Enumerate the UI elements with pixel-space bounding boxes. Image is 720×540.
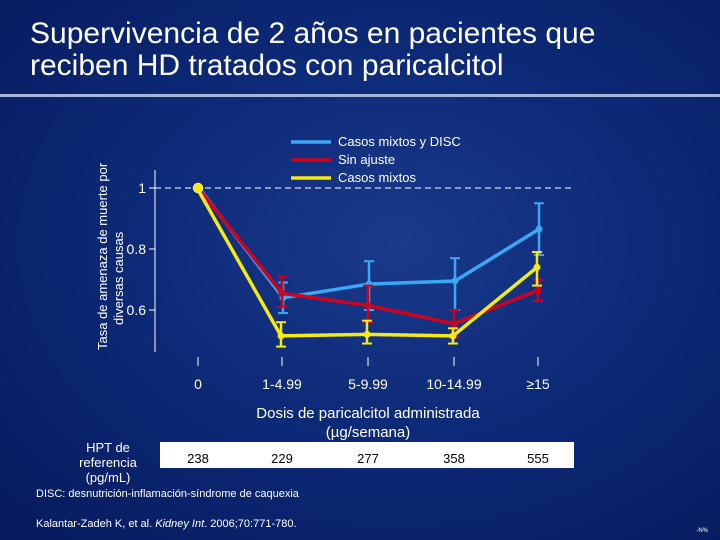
y-tick-label-2: 0.6 [127, 302, 147, 318]
hpt-values-box [160, 442, 574, 468]
x-axis-ticks: 0 1-4.99 5-9.99 10-14.99 ≥15 [194, 357, 550, 392]
y-axis-title-line-2: diversas causas [111, 231, 126, 325]
citation-details: . 2006;70:771-780. [204, 518, 297, 530]
hpt-reference-label: HPT de referencia (pg/mL) [79, 440, 137, 485]
legend-label-2: Casos mixtos [338, 170, 417, 185]
series-0 [197, 186, 544, 315]
data-point-1-2 [364, 301, 372, 309]
x-tick-label-1: 1-4.99 [262, 376, 302, 392]
hpt-value-3: 358 [443, 451, 465, 466]
y-tick-label-0: 1 [138, 180, 146, 196]
y-axis-ticks: 1 0.8 0.6 [127, 180, 155, 318]
x-axis-title-line-1: Dosis de paricalcitol administrada [256, 405, 480, 422]
y-axis-title: Tasa de amenaza de muerte por diversas c… [95, 162, 126, 350]
legend-label-0: Casos mixtos y DISC [338, 134, 461, 149]
data-point-2-1 [277, 332, 285, 340]
legend-label-1: Sin ajuste [338, 152, 395, 167]
x-axis-title-line-2: (µg/semana) [326, 424, 411, 441]
title-divider [0, 94, 720, 97]
x-tick-label-2: 5-9.99 [348, 376, 388, 392]
series-layer [192, 182, 544, 348]
x-tick-label-4: ≥15 [526, 376, 549, 392]
data-point-2-3 [449, 332, 457, 340]
hpt-value-0: 238 [187, 451, 209, 466]
slide-title: Supervivencia de 2 años en pacientes que… [30, 18, 690, 82]
baseline-point [192, 182, 204, 194]
slide-title-line-2: reciben HD tratados con paricalcitol [30, 49, 504, 82]
y-tick-label-1: 0.8 [127, 241, 147, 257]
slide-tag: -N% [696, 528, 708, 534]
hpt-value-1: 229 [271, 451, 293, 466]
hpt-value-2: 277 [357, 451, 379, 466]
x-axis-title: Dosis de paricalcitol administrada (µg/s… [256, 405, 480, 441]
citation-journal: Kidney Int [155, 518, 205, 530]
data-point-0-3 [451, 277, 459, 285]
data-point-1-1 [278, 289, 286, 297]
series-2 [195, 187, 542, 348]
y-axis-title-line-1: Tasa de amenaza de muerte por [95, 162, 110, 350]
series-1 [196, 186, 543, 339]
hpt-value-4: 555 [527, 451, 549, 466]
citation: Kalantar-Zadeh K, et al. Kidney Int. 200… [36, 518, 297, 530]
slide-title-line-1: Supervivencia de 2 años en pacientes que [30, 17, 596, 50]
x-tick-label-3: 10-14.99 [426, 376, 481, 392]
data-point-2-2 [363, 330, 371, 338]
data-point-0-4 [535, 225, 543, 233]
disc-footnote: DISC: desnutrición-inflamación-síndrome … [36, 488, 299, 500]
data-point-2-4 [533, 263, 541, 271]
data-point-1-3 [450, 320, 458, 328]
chart-legend: Casos mixtos y DISC Sin ajuste Casos mixto… [291, 134, 461, 185]
x-tick-label-0: 0 [194, 376, 202, 392]
data-point-1-4 [534, 286, 542, 294]
citation-authors: Kalantar-Zadeh K, et al. [36, 518, 156, 530]
